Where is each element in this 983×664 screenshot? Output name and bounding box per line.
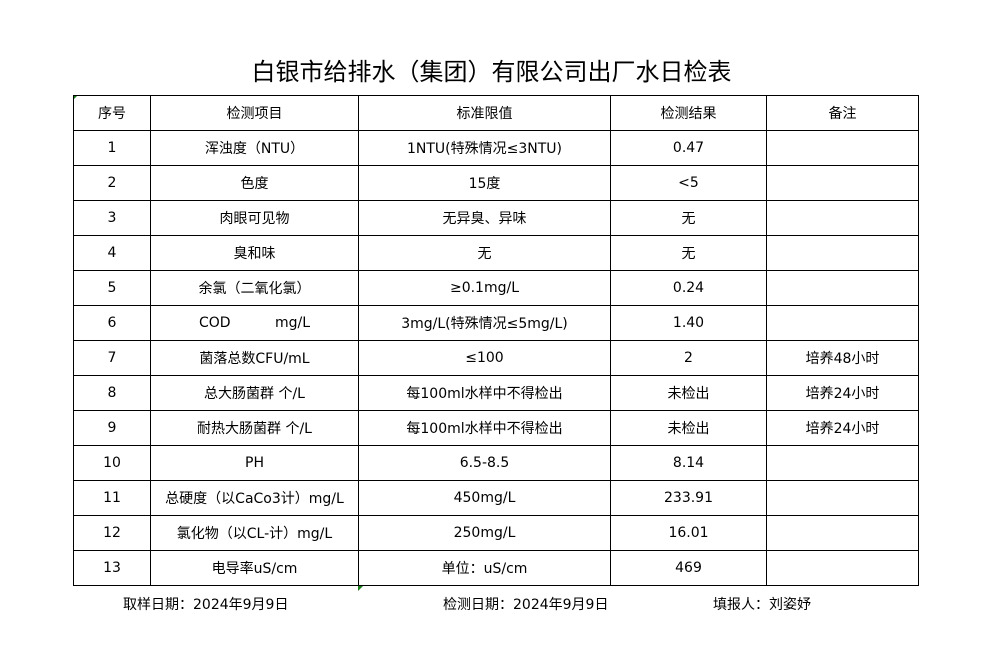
table-row: 13 电导率uS/cm 单位：uS/cm 469 — [73, 550, 919, 586]
table-row: 9 耐热大肠菌群 个/L 每100ml水样中不得检出 未检出 培养24小时 — [73, 410, 919, 446]
table-row-result[interactable]: <5 — [610, 165, 767, 201]
table-row: 8 总大肠菌群 个/L 每100ml水样中不得检出 未检出 培养24小时 — [73, 375, 919, 411]
header-row: 序号 检测项目 标准限值 检测结果 备注 — [73, 95, 919, 131]
table-row-result[interactable]: 无 — [610, 200, 767, 236]
table-row-remark[interactable] — [766, 270, 919, 306]
page-title: 白银市给排水（集团）有限公司出厂水日检表 — [251, 58, 732, 86]
table-row-index[interactable]: 12 — [73, 515, 151, 551]
table-row-remark[interactable] — [766, 305, 919, 341]
table-row-standard[interactable]: 15度 — [358, 165, 611, 201]
table-row-remark[interactable] — [766, 235, 919, 271]
table-row-result[interactable]: 233.91 — [610, 480, 767, 516]
table-row-result[interactable]: 469 — [610, 550, 767, 586]
table-row-item[interactable]: COD mg/L — [150, 305, 359, 341]
table-row-result[interactable]: 无 — [610, 235, 767, 271]
table-row: 1 浑浊度（NTU） 1NTU(特殊情况≤3NTU) 0.47 — [73, 130, 919, 166]
table-row-remark[interactable] — [766, 445, 919, 481]
table-row-standard[interactable]: 每100ml水样中不得检出 — [358, 375, 611, 411]
table-row-standard[interactable]: 单位：uS/cm — [358, 550, 611, 586]
header-row-item[interactable]: 检测项目 — [150, 95, 359, 131]
table-row-index[interactable]: 5 — [73, 270, 151, 306]
table-row-item[interactable]: 耐热大肠菌群 个/L — [150, 410, 359, 446]
table-row-result[interactable]: 2 — [610, 340, 767, 376]
table-row-index[interactable]: 7 — [73, 340, 151, 376]
table-row-remark[interactable] — [766, 550, 919, 586]
table-row-index[interactable]: 13 — [73, 550, 151, 586]
table-row-remark[interactable]: 培养48小时 — [766, 340, 919, 376]
table-row-standard[interactable]: 无 — [358, 235, 611, 271]
table-row-result[interactable]: 未检出 — [610, 375, 767, 411]
table-row-result[interactable]: 16.01 — [610, 515, 767, 551]
table-row-item[interactable]: 总硬度（以CaCo3计）mg/L — [150, 480, 359, 516]
table-row-remark[interactable]: 培养24小时 — [766, 410, 919, 446]
table-row: 11 总硬度（以CaCo3计）mg/L 450mg/L 233.91 — [73, 480, 919, 516]
table-row-item[interactable]: 氯化物（以CL-计）mg/L — [150, 515, 359, 551]
table-row: 4 臭和味无无 — [73, 235, 919, 271]
table-row-standard[interactable]: 无异臭、异味 — [358, 200, 611, 236]
table-row-remark[interactable] — [766, 200, 919, 236]
table-row-result[interactable]: 1.40 — [610, 305, 767, 341]
header-row-standard[interactable]: 标准限值 — [358, 95, 611, 131]
table-row-item[interactable]: 色度 — [150, 165, 359, 201]
table-row-remark[interactable] — [766, 130, 919, 166]
table-row-remark[interactable] — [766, 480, 919, 516]
table-row-index[interactable]: 9 — [73, 410, 151, 446]
table-row-remark[interactable] — [766, 165, 919, 201]
table-row-item[interactable]: 菌落总数CFU/mL — [150, 340, 359, 376]
sample-date: 取样日期：2024年9月9日 — [123, 597, 289, 613]
table-row-standard[interactable]: 1NTU(特殊情况≤3NTU) — [358, 130, 611, 166]
table-row-item[interactable]: PH — [150, 445, 359, 481]
table-row-index[interactable]: 11 — [73, 480, 151, 516]
table-row-index[interactable]: 1 — [73, 130, 151, 166]
table-row-remark[interactable] — [766, 515, 919, 551]
table-row-remark[interactable]: 培养24小时 — [766, 375, 919, 411]
header-row-result[interactable]: 检测结果 — [610, 95, 767, 131]
table-row: 12 氯化物（以CL-计）mg/L 250mg/L 16.01 — [73, 515, 919, 551]
inspection-table: 序号 检测项目 标准限值 检测结果 备注 1 浑浊度（NTU） 1NTU(特殊情况≤3NTU)… — [73, 95, 919, 586]
table-row-item[interactable]: 肉眼可见物 — [150, 200, 359, 236]
table-row: 2 色度 15度 <5 — [73, 165, 919, 201]
cell-marker — [358, 586, 363, 591]
table-row-index[interactable]: 8 — [73, 375, 151, 411]
reporter: 填报人：刘姿妤 — [713, 597, 811, 613]
table-row-item[interactable]: 浑浊度（NTU） — [150, 130, 359, 166]
table-row: 10 PH 6.5-8.5 8.14 — [73, 445, 919, 481]
table-row-item[interactable]: 余氯（二氧化氯） — [150, 270, 359, 306]
table-row-result[interactable]: 未检出 — [610, 410, 767, 446]
table-row-standard[interactable]: 450mg/L — [358, 480, 611, 516]
test-date: 检测日期：2024年9月9日 — [443, 597, 609, 613]
table-row: 5 余氯（二氧化氯） ≥0.1mg/L 0.24 — [73, 270, 919, 306]
table-row-result[interactable]: 0.24 — [610, 270, 767, 306]
table-row: 7 菌落总数CFU/mL ≤100 2 培养48小时 — [73, 340, 919, 376]
table-row-standard[interactable]: 3mg/L(特殊情况≤5mg/L) — [358, 305, 611, 341]
table-row-index[interactable]: 4 — [73, 235, 151, 271]
table-row-standard[interactable]: 6.5-8.5 — [358, 445, 611, 481]
header-row-remark[interactable]: 备注 — [766, 95, 919, 131]
table-row-index[interactable]: 6 — [73, 305, 151, 341]
table-row-standard[interactable]: 每100ml水样中不得检出 — [358, 410, 611, 446]
table-row-standard[interactable]: 250mg/L — [358, 515, 611, 551]
table-row-item[interactable]: 臭和味 — [150, 235, 359, 271]
table-row: 6 COD mg/L 3mg/L(特殊情况≤5mg/L) 1.40 — [73, 305, 919, 341]
table-row-standard[interactable]: ≤100 — [358, 340, 611, 376]
table-row-index[interactable]: 2 — [73, 165, 151, 201]
table-row-result[interactable]: 0.47 — [610, 130, 767, 166]
table-row-index[interactable]: 3 — [73, 200, 151, 236]
table-row-item[interactable]: 总大肠菌群 个/L — [150, 375, 359, 411]
header-row-index[interactable]: 序号 — [73, 95, 151, 131]
table-row-index[interactable]: 10 — [73, 445, 151, 481]
table-row: 3 肉眼可见物 无异臭、异味无 — [73, 200, 919, 236]
table-row-item[interactable]: 电导率uS/cm — [150, 550, 359, 586]
table-row-result[interactable]: 8.14 — [610, 445, 767, 481]
table-row-standard[interactable]: ≥0.1mg/L — [358, 270, 611, 306]
